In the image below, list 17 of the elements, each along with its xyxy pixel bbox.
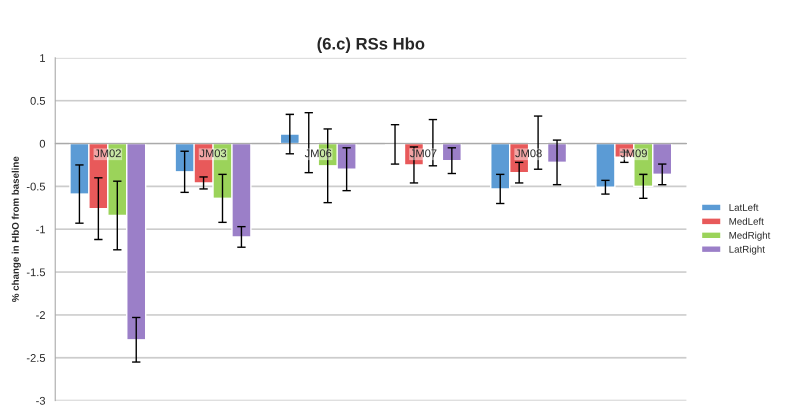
legend-label: LatLeft <box>730 204 758 211</box>
x-tick-label: JM03 <box>200 149 226 158</box>
y-tick-label: -0.5 <box>26 182 46 190</box>
legend-label: MedLeft <box>730 218 764 225</box>
y-tick-label: -1.5 <box>26 268 46 276</box>
y-tick-label: -2 <box>36 311 45 319</box>
chart-title: (6.c) RSs Hbo <box>317 37 424 53</box>
y-tick-label: -2.5 <box>26 354 46 362</box>
legend-label: MedRight <box>730 232 770 241</box>
y-axis-title: % change in HbO from baseline <box>12 156 21 302</box>
y-tick-label: -1 <box>36 226 45 234</box>
x-tick-label: JM02 <box>94 149 121 158</box>
y-tick-label: 1 <box>40 54 45 62</box>
y-tick-label: 0.5 <box>30 96 46 105</box>
y-tick-label: -3 <box>36 396 46 405</box>
legend-label: LatRight <box>730 246 765 255</box>
y-tick-label: 0 <box>40 140 46 148</box>
